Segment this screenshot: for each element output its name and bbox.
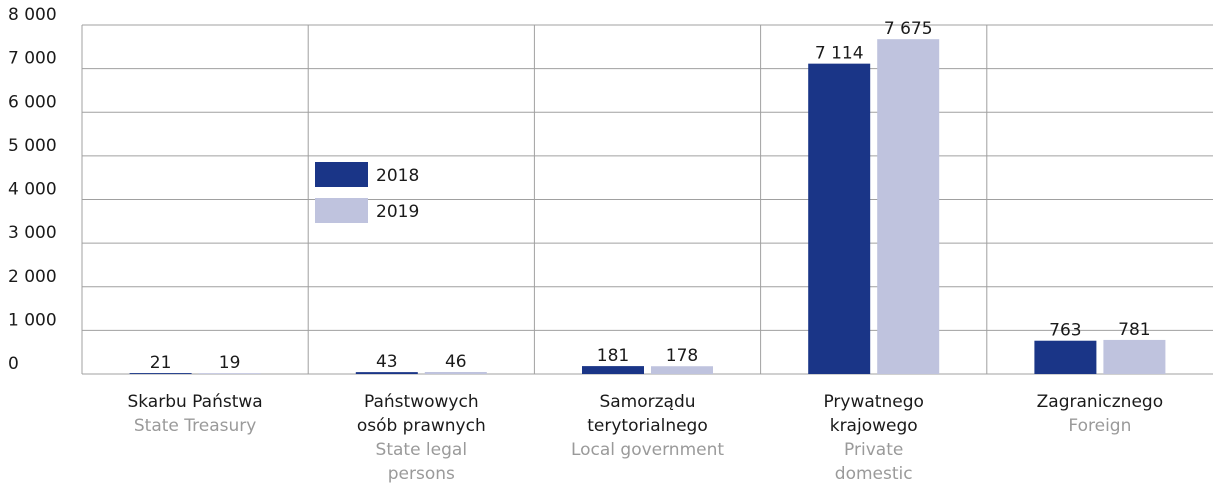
x-tick-label-en: domestic [835,464,913,484]
x-tick-label: Skarbu Państwa [127,392,262,412]
y-tick-label: 8 000 [8,5,57,25]
legend-swatch [315,162,368,187]
y-tick-label: 4 000 [8,180,57,200]
x-tick-label: Samorządu [599,392,695,412]
value-label: 46 [445,352,467,372]
value-label: 21 [150,353,172,373]
x-tick-label-en: persons [388,464,455,484]
bar [355,372,418,374]
x-tick-label: Prywatnego [823,392,923,412]
x-tick-label-en: Private [844,440,903,460]
bar [198,373,261,374]
bar [808,63,871,375]
x-tick-label: terytorialnego [587,416,708,436]
bar [582,366,644,374]
x-tick-label-en: Local government [571,440,724,460]
bar [877,39,940,374]
x-tick-label: osób prawnych [357,416,486,436]
value-label: 763 [1049,321,1081,341]
value-label: 178 [666,346,698,366]
x-tick-label-en: State Treasury [134,416,256,436]
value-label: 7 114 [815,44,864,64]
y-tick-label: 3 000 [8,223,57,243]
x-tick-label: Zagranicznego [1037,392,1163,412]
x-tick-label-en: State legal [376,440,468,460]
value-label: 19 [219,353,241,373]
y-tick-label: 2 000 [8,267,57,287]
x-tick-label-en: Foreign [1068,416,1131,436]
x-tick-label: krajowego [830,416,918,436]
value-label: 7 675 [884,19,933,39]
value-label: 781 [1118,320,1150,340]
legend-label: 2019 [376,202,419,222]
bar [1034,340,1097,374]
bar [129,373,192,374]
y-tick-label: 6 000 [8,92,57,112]
y-tick-label: 5 000 [8,136,57,156]
legend-label: 2018 [376,166,419,186]
bar [1103,339,1166,374]
y-tick-label: 0 [8,354,19,374]
legend-swatch [315,198,368,223]
bar [424,371,487,374]
value-label: 43 [376,352,398,372]
x-tick-label: Państwowych [364,392,479,412]
y-tick-label: 1 000 [8,310,57,330]
bar [651,366,713,374]
y-tick-label: 7 000 [8,49,57,69]
value-label: 181 [597,346,629,366]
